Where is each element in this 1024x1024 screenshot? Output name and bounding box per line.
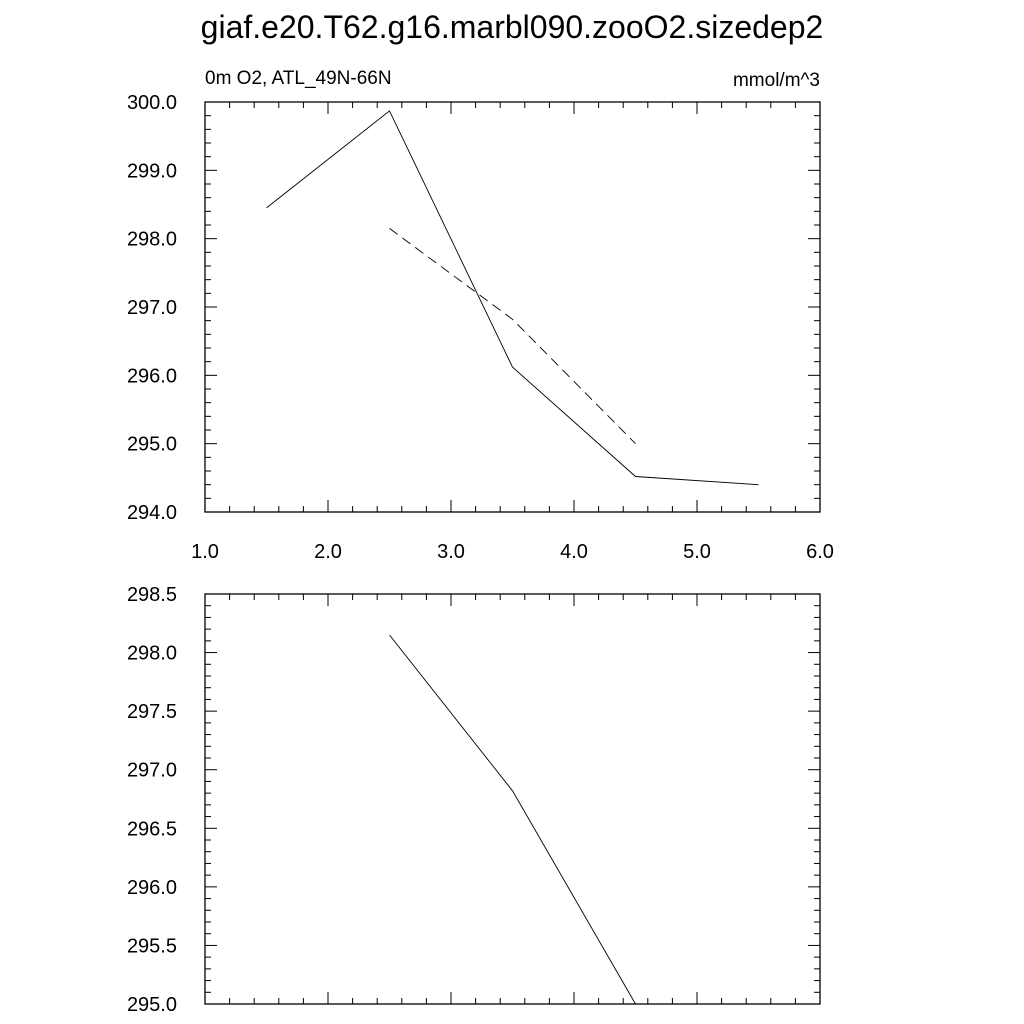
y-tick-label: 297.0 [127, 760, 177, 782]
y-tick-label: 296.5 [127, 818, 177, 840]
top-panel-x-tick-labels: 1.0 2.0 3.0 4.0 5.0 6.0 [191, 541, 834, 563]
y-tick-label: 295.0 [127, 434, 177, 456]
y-tick-label: 296.0 [127, 877, 177, 899]
x-tick-label: 3.0 [437, 541, 465, 563]
series-line-2 [389, 228, 636, 445]
chart-title: giaf.e20.T62.g16.marbl090.zooO2.sizedep2 [201, 9, 824, 45]
top-panel-series [266, 110, 759, 486]
top-panel-ticks [204, 101, 821, 513]
y-tick-label: 299.0 [127, 160, 177, 182]
series-line-1 [266, 110, 759, 486]
x-tick-label: 4.0 [560, 541, 588, 563]
bottom-panel-frame [204, 593, 821, 1005]
top-panel-right-label: mmol/m^3 [733, 70, 820, 91]
x-tick-label: 6.0 [806, 541, 834, 563]
bottom-panel-ticks [204, 593, 821, 1005]
y-tick-label: 297.5 [127, 701, 177, 723]
y-tick-label: 298.0 [127, 229, 177, 251]
series-line-1 [389, 634, 636, 1005]
top-panel-y-tick-labels: 300.0 299.0 298.0 297.0 296.0 295.0 294.0 [127, 92, 177, 524]
top-panel: 0m O2, ATL_49N-66N mmol/m^3 300.0 299.0 29… [127, 68, 834, 563]
bottom-panel-series [389, 634, 636, 1005]
y-tick-label: 298.5 [127, 584, 177, 606]
y-tick-label: 295.5 [127, 935, 177, 957]
x-tick-label: 2.0 [314, 541, 342, 563]
bottom-panel: 298.5 298.0 297.5 297.0 296.5 296.0 295.5 295.0 [127, 584, 821, 1016]
y-tick-label: 296.0 [127, 365, 177, 387]
bottom-panel-y-tick-labels: 298.5 298.0 297.5 297.0 296.5 296.0 295.5 295.0 [127, 584, 177, 1016]
top-panel-frame [204, 101, 821, 513]
x-tick-label: 5.0 [683, 541, 711, 563]
y-tick-label: 298.0 [127, 643, 177, 665]
y-tick-label: 297.0 [127, 297, 177, 319]
x-tick-label: 1.0 [191, 541, 219, 563]
y-tick-label: 294.0 [127, 502, 177, 524]
y-tick-label: 295.0 [127, 994, 177, 1016]
y-tick-label: 300.0 [127, 92, 177, 114]
top-panel-left-label: 0m O2, ATL_49N-66N [205, 68, 392, 89]
